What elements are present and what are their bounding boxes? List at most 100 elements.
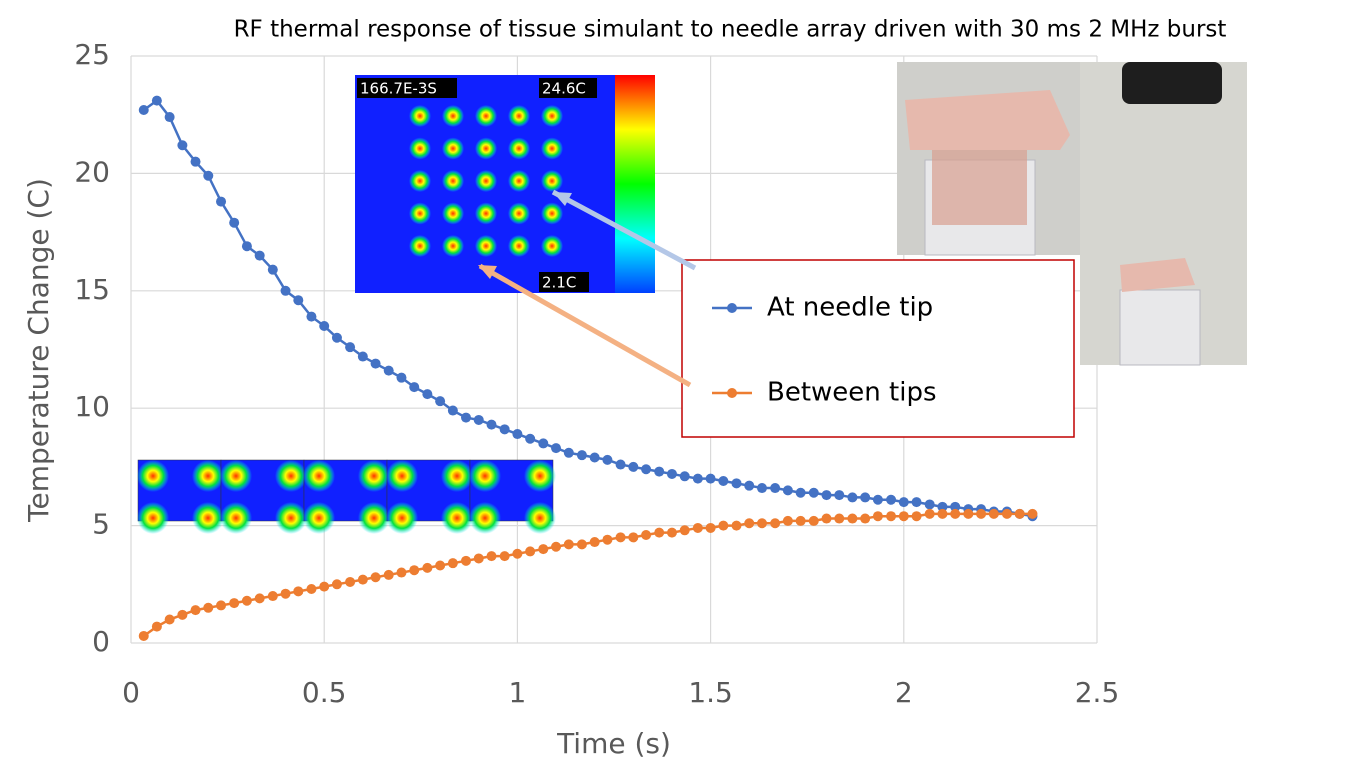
data-point [654,466,665,477]
chart-title: RF thermal response of tissue simulant t… [234,17,1227,43]
strip-spot [303,460,335,492]
data-point [924,508,935,519]
data-point [628,461,639,472]
data-point [473,553,484,564]
y-tick-label: 0 [92,625,110,658]
data-point [551,443,562,454]
data-point [950,501,961,512]
data-point [886,494,897,505]
data-point [306,583,317,594]
data-point [512,429,523,440]
data-point [512,548,523,559]
thermal-spot [508,202,530,225]
photo-array [932,145,1027,225]
data-point [409,382,420,393]
data-point [435,396,446,407]
data-point [937,501,948,512]
data-point [473,414,484,425]
y-tick-label: 20 [74,155,110,188]
data-point [203,170,214,181]
thermal-spot [409,137,431,160]
data-point [216,196,227,207]
x-tick-label: 2.5 [1075,676,1120,709]
thermal-spot [541,170,563,192]
arrow [551,189,697,271]
photo-holder [1119,289,1201,366]
data-point [267,591,278,602]
legend: At needle tip Between tips [712,293,937,408]
data-point [718,520,729,531]
data-point [229,217,240,228]
data-point [898,511,909,522]
thermal-image [355,75,655,293]
inset-label: 166.7E-3S [360,80,437,98]
data-point [370,572,381,583]
data-point [280,588,291,599]
data-point [589,452,600,463]
thermal-spot [475,105,497,127]
data-point [988,508,999,519]
data-point [1001,508,1012,519]
data-point [744,518,755,529]
data-point [525,433,536,444]
data-point [756,483,767,494]
thermal-spot [475,202,497,225]
data-point [666,468,677,479]
data-point [911,511,922,522]
data-point [666,527,677,538]
data-point [602,454,613,465]
data-point [229,598,240,609]
strip-spot [137,502,169,534]
data-point [138,630,149,641]
data-point [679,525,690,536]
thermal-spot [541,202,563,225]
data-point [319,581,330,592]
data-point [306,311,317,322]
thermal-spot [475,235,497,257]
color-bar [615,75,655,293]
thermal-spots [409,105,563,257]
x-tick-label: 0 [122,676,140,709]
data-point [898,497,909,508]
data-point [499,424,510,435]
data-point [834,490,845,501]
x-tick-label: 1 [508,676,526,709]
strip-spot [303,502,335,534]
data-point [641,529,652,540]
data-point [396,372,407,383]
data-point [615,532,626,543]
label-bg [539,272,589,292]
data-point [679,471,690,482]
data-point [499,551,510,562]
y-tick-label: 10 [74,390,110,423]
legend-box [681,259,1075,438]
thermal-spot [442,235,464,257]
legend-marker [727,303,737,313]
x-tick-label: 0.5 [302,676,347,709]
data-point [937,508,948,519]
data-point [1027,508,1038,519]
strip-spot [192,460,224,492]
thermal-spot [508,105,530,127]
thermal-spot [508,170,530,192]
legend-label: Between tips [767,378,937,408]
photos [897,62,1247,366]
data-point [331,332,342,343]
data-point [963,508,974,519]
data-point [705,473,716,484]
thermal-spot [475,137,497,160]
series-line [143,98,1033,518]
data-point [383,365,394,376]
strip-spot [220,502,252,534]
label-bg [539,78,597,98]
strip-spot [275,502,307,534]
data-point [770,518,781,529]
y-tick-label: 25 [74,38,110,71]
strip-spot [358,460,390,492]
data-point [847,513,858,524]
data-point [447,558,458,569]
plot-area [138,95,1038,641]
thermal-spot [508,235,530,257]
data-point [138,105,149,116]
